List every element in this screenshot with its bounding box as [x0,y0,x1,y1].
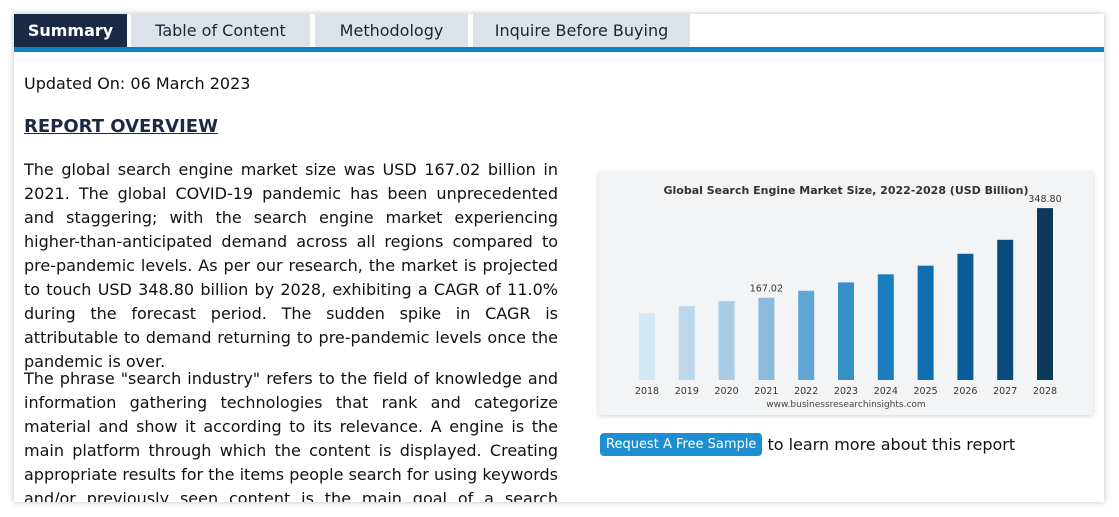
report-panel: Summary Table of Content Methodology Inq… [14,14,1104,502]
overview-paragraph-2: The phrase "search industry" refers to t… [24,369,558,502]
tab-inquire-before-buying[interactable]: Inquire Before Buying [473,14,690,47]
bar-2028 [1037,208,1053,380]
x-tick-2026: 2026 [953,386,977,397]
bar-2025 [917,265,934,380]
x-tick-2018: 2018 [635,386,659,397]
tab-summary[interactable]: Summary [14,14,127,47]
bar-2027 [997,239,1014,380]
bar-2019 [678,306,695,380]
chart-plot: 2018 2019 2020 2021 167.02 2022 2023 2024 2025 20… [635,194,1062,397]
x-tick-2023: 2023 [834,386,858,397]
chart-title: Global Search Engine Market Size, 2022-2… [663,184,1029,197]
bar-2026 [957,253,974,380]
report-overview-heading: REPORT OVERVIEW [24,116,218,137]
x-tick-2024: 2024 [874,386,898,397]
chart-source: www.businessresearchinsights.com [766,400,926,410]
data-label-2028: 348.80 [1028,194,1061,205]
tab-table-of-content[interactable]: Table of Content [131,14,310,47]
bar-2018 [639,313,655,380]
overview-paragraph-1: The global search engine market size was… [24,160,558,371]
x-tick-2020: 2020 [715,386,739,397]
bar-2023 [838,282,854,380]
request-sample-text: to learn more about this report [767,435,1016,454]
bar-2024 [877,274,894,380]
x-tick-2027: 2027 [993,386,1017,397]
request-free-sample-button[interactable]: Request A Free Sample [600,433,763,456]
x-tick-2025: 2025 [914,386,938,397]
tab-bar: Summary Table of Content Methodology Inq… [14,14,1104,47]
tab-underline [14,47,1104,52]
bar-2022 [798,290,815,380]
x-tick-2028: 2028 [1033,386,1057,397]
market-size-chart: Global Search Engine Market Size, 2022-2… [599,172,1093,415]
data-label-2021: 167.02 [750,284,783,295]
tab-methodology[interactable]: Methodology [315,14,468,47]
updated-date: Updated On: 06 March 2023 [24,74,251,93]
request-sample-row: Request A Free Sample to learn more abou… [600,433,1015,456]
x-tick-2021: 2021 [754,386,778,397]
x-tick-2022: 2022 [794,386,818,397]
x-tick-2019: 2019 [675,386,699,397]
bar-2020 [718,301,735,380]
bar-2021 [758,297,775,380]
summary-content: Updated On: 06 March 2023 REPORT OVERVIE… [14,52,1104,502]
